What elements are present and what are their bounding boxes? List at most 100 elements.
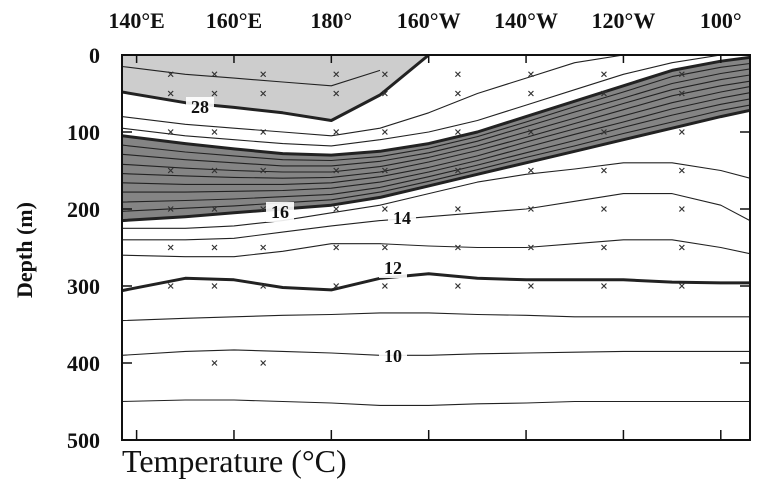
contour-line bbox=[122, 62, 750, 162]
station-mark bbox=[260, 90, 267, 97]
station-mark bbox=[678, 167, 685, 174]
station-mark bbox=[381, 283, 388, 289]
x-tick-label: 140°E bbox=[108, 8, 164, 33]
station-mark bbox=[381, 71, 388, 78]
station-mark bbox=[678, 283, 685, 289]
contour-line bbox=[122, 92, 750, 193]
station-mark bbox=[333, 206, 340, 212]
station-mark bbox=[260, 71, 267, 78]
station-mark bbox=[601, 90, 607, 97]
station-mark bbox=[211, 206, 218, 212]
station-mark bbox=[381, 90, 388, 97]
station-mark bbox=[454, 244, 461, 251]
station-mark bbox=[454, 283, 461, 289]
x-axis-label: Temperature (°C) bbox=[122, 443, 347, 479]
plot-area: 28 16 14 12 10 bbox=[122, 55, 750, 406]
station-mark bbox=[211, 129, 218, 135]
station-mark bbox=[167, 206, 174, 212]
x-tick-label: 180° bbox=[310, 8, 352, 33]
label-mask bbox=[379, 258, 407, 278]
contour-label: 12 bbox=[384, 258, 402, 278]
contour-line bbox=[122, 193, 750, 241]
y-axis-label: Depth (m) bbox=[12, 202, 37, 298]
station-mark bbox=[167, 167, 174, 174]
label-mask bbox=[379, 346, 407, 366]
contour-line bbox=[122, 399, 750, 406]
station-mark bbox=[211, 244, 218, 251]
station-mark bbox=[167, 129, 174, 135]
contour-line bbox=[122, 98, 750, 203]
contour-label: 16 bbox=[271, 202, 289, 222]
station-mark bbox=[678, 90, 685, 97]
station-mark bbox=[260, 167, 267, 174]
y-tick-label: 200 bbox=[67, 197, 100, 222]
shaded-band bbox=[122, 55, 429, 121]
label-mask bbox=[266, 202, 294, 222]
station-mark bbox=[333, 283, 340, 289]
station-mark bbox=[454, 71, 461, 78]
contour-label: 10 bbox=[384, 346, 402, 366]
station-mark bbox=[454, 129, 461, 135]
contour-line bbox=[122, 86, 750, 185]
station-mark bbox=[454, 167, 461, 174]
station-mark bbox=[333, 90, 340, 97]
contour-line bbox=[122, 55, 430, 122]
station-mark bbox=[260, 206, 267, 212]
station-mark bbox=[601, 206, 607, 212]
station-mark bbox=[260, 244, 267, 251]
station-mark bbox=[381, 206, 388, 212]
contour-line bbox=[122, 68, 750, 167]
station-mark bbox=[678, 206, 685, 212]
contour-line bbox=[122, 272, 750, 293]
contour-line bbox=[122, 74, 750, 173]
station-mark bbox=[601, 283, 607, 289]
station-mark bbox=[333, 71, 340, 78]
contour-line bbox=[122, 349, 750, 356]
contour-line bbox=[122, 55, 721, 147]
contour-line bbox=[122, 65, 381, 87]
station-mark bbox=[260, 283, 267, 289]
contour-label: 28 bbox=[191, 97, 209, 117]
station-mark bbox=[211, 167, 218, 174]
station-mark bbox=[211, 71, 218, 78]
station-mark bbox=[528, 90, 534, 97]
station-mark bbox=[167, 90, 174, 97]
contour-line bbox=[122, 108, 750, 223]
station-mark bbox=[381, 244, 388, 251]
station-mark bbox=[167, 71, 174, 78]
station-mark bbox=[167, 244, 174, 251]
x-tick-label: 160°E bbox=[206, 8, 262, 33]
shaded-band bbox=[122, 57, 750, 221]
station-mark bbox=[333, 167, 340, 174]
station-mark bbox=[333, 244, 340, 251]
y-tick-label: 400 bbox=[67, 351, 100, 376]
station-mark bbox=[678, 71, 685, 78]
label-mask bbox=[388, 208, 416, 228]
station-mark bbox=[211, 90, 218, 97]
station-mark bbox=[333, 129, 340, 135]
station-mark bbox=[260, 129, 267, 135]
contour-line bbox=[122, 104, 750, 212]
y-tick-label: 0 bbox=[89, 43, 100, 68]
y-tick-label: 300 bbox=[67, 274, 100, 299]
station-mark bbox=[528, 283, 534, 289]
station-mark bbox=[454, 206, 461, 212]
contour-line bbox=[122, 80, 750, 179]
contour-line bbox=[122, 55, 750, 157]
contour-line bbox=[122, 312, 750, 322]
station-mark bbox=[211, 283, 218, 289]
station-mark bbox=[381, 129, 388, 135]
station-mark bbox=[167, 283, 174, 289]
station-mark bbox=[528, 71, 534, 78]
y-tick-label: 500 bbox=[67, 428, 100, 453]
x-tick-label: 160°W bbox=[397, 8, 461, 33]
station-mark bbox=[260, 360, 267, 366]
station-mark bbox=[528, 129, 534, 135]
station-mark bbox=[678, 244, 685, 251]
y-tick-label: 100 bbox=[67, 120, 100, 145]
station-mark bbox=[528, 206, 534, 212]
station-mark bbox=[381, 167, 388, 174]
station-mark bbox=[601, 167, 607, 174]
station-mark bbox=[211, 360, 218, 366]
station-mark bbox=[528, 244, 534, 251]
